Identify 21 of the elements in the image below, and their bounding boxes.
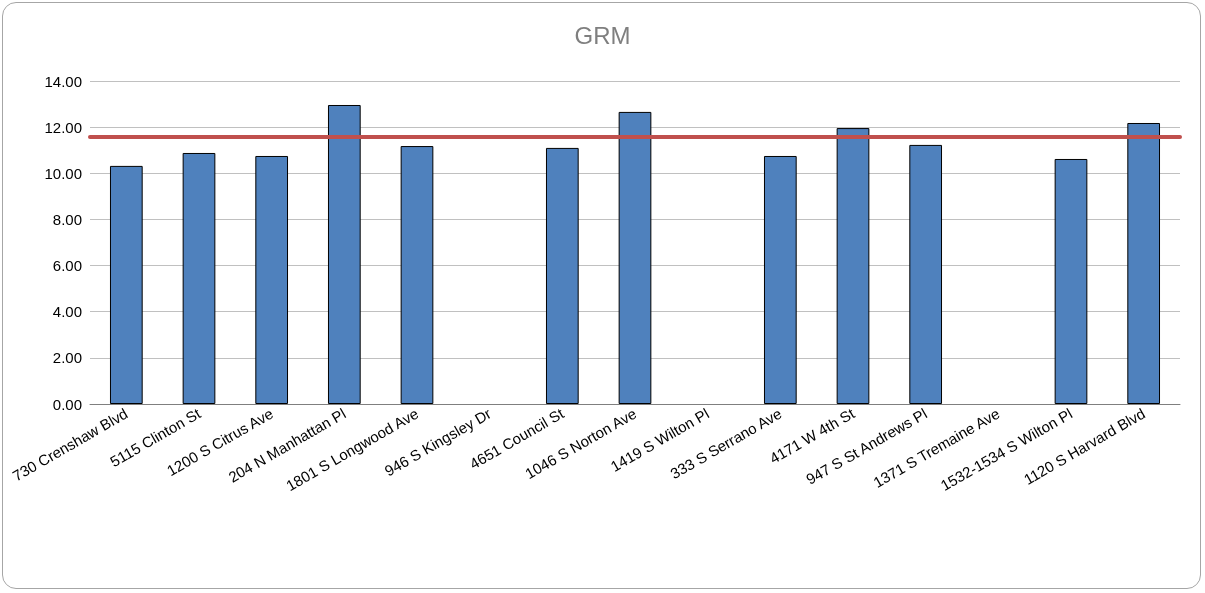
bar	[618, 111, 652, 404]
y-tick-label: 8.00	[52, 210, 82, 228]
bar	[109, 165, 143, 404]
bar	[545, 147, 579, 404]
bar	[909, 144, 943, 404]
bar	[400, 146, 434, 404]
bar	[836, 128, 870, 404]
chart-title: GRM	[574, 21, 631, 49]
y-tick-label: 4.00	[52, 303, 82, 321]
y-tick-label: 12.00	[44, 118, 82, 136]
y-tick-label: 10.00	[44, 164, 82, 182]
bar	[327, 104, 361, 404]
bar	[1054, 158, 1088, 404]
y-tick-label: 6.00	[52, 257, 82, 275]
bar	[255, 155, 289, 404]
bar	[763, 155, 797, 404]
bar	[1127, 122, 1161, 404]
bar	[182, 152, 216, 404]
y-tick-label: 14.00	[44, 72, 82, 90]
y-tick-label: 2.00	[52, 349, 82, 367]
y-tick-label: 0.00	[52, 395, 82, 413]
